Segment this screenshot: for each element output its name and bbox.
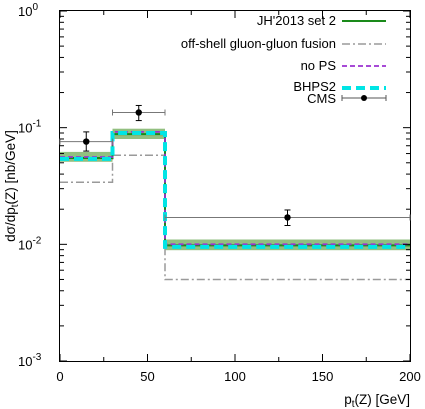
x-axis-title-main: p (344, 392, 352, 407)
series-line-1 (60, 154, 410, 281)
legend-label-bhps2: BHPS2 (293, 79, 336, 94)
y-tick-base-3: 10 (18, 4, 32, 19)
y-tick-label-0: 10-3 (18, 352, 42, 369)
x-tick-label-3: 150 (312, 369, 334, 384)
x-tick-label-0: 0 (56, 369, 63, 384)
y-tick-exp-0: -3 (32, 352, 41, 363)
y-tick-exp-3: 0 (32, 2, 38, 13)
y-axis-title: dσ/dpt(Z) [nb/GeV] (3, 130, 21, 242)
y-tick-label-3: 100 (18, 2, 38, 19)
y-axis-title-main: dσ/dp (3, 207, 18, 242)
x-axis-title-sub: t (352, 399, 355, 409)
x-tick-label-2: 100 (224, 369, 246, 384)
y-tick-exp-1: -2 (32, 235, 41, 246)
data-points (59, 104, 411, 227)
x-tick-label-4: 200 (399, 369, 421, 384)
x-axis-title-rest: (Z) [GeV] (354, 392, 410, 407)
x-tick-label-1: 50 (140, 369, 154, 384)
legend-label-cms-text: CMS (307, 91, 336, 106)
legend-label-offshell: off-shell gluon-gluon fusion (181, 36, 336, 51)
cms-point-2 (284, 214, 291, 221)
y-tick-label-1: 10-2 (18, 235, 42, 252)
y-tick-label-2: 10-1 (18, 119, 42, 136)
y-axis-title-rest: (Z) [nb/GeV] (3, 130, 18, 204)
cms-point-1 (135, 109, 142, 116)
plot-frame (59, 10, 411, 362)
y-tick-base-1: 10 (18, 237, 32, 252)
y-tick-base-0: 10 (18, 354, 32, 369)
series-line-3 (60, 131, 410, 249)
legend-label-jh2013: JH'2013 set 2 (257, 13, 336, 28)
y-axis-title-sub: t (10, 204, 21, 207)
series-lines (60, 131, 410, 281)
y-tick-exp-2: -1 (32, 119, 41, 130)
cms-point-0 (83, 138, 90, 145)
legend-label-nops: no PS (301, 58, 337, 73)
x-axis-title: pt(Z) [GeV] (344, 392, 410, 409)
y-tick-base-2: 10 (18, 121, 32, 136)
legend-marker-cms (361, 95, 367, 101)
legend: JH'2013 set 2 off-shell gluon-gluon fusi… (181, 13, 387, 106)
